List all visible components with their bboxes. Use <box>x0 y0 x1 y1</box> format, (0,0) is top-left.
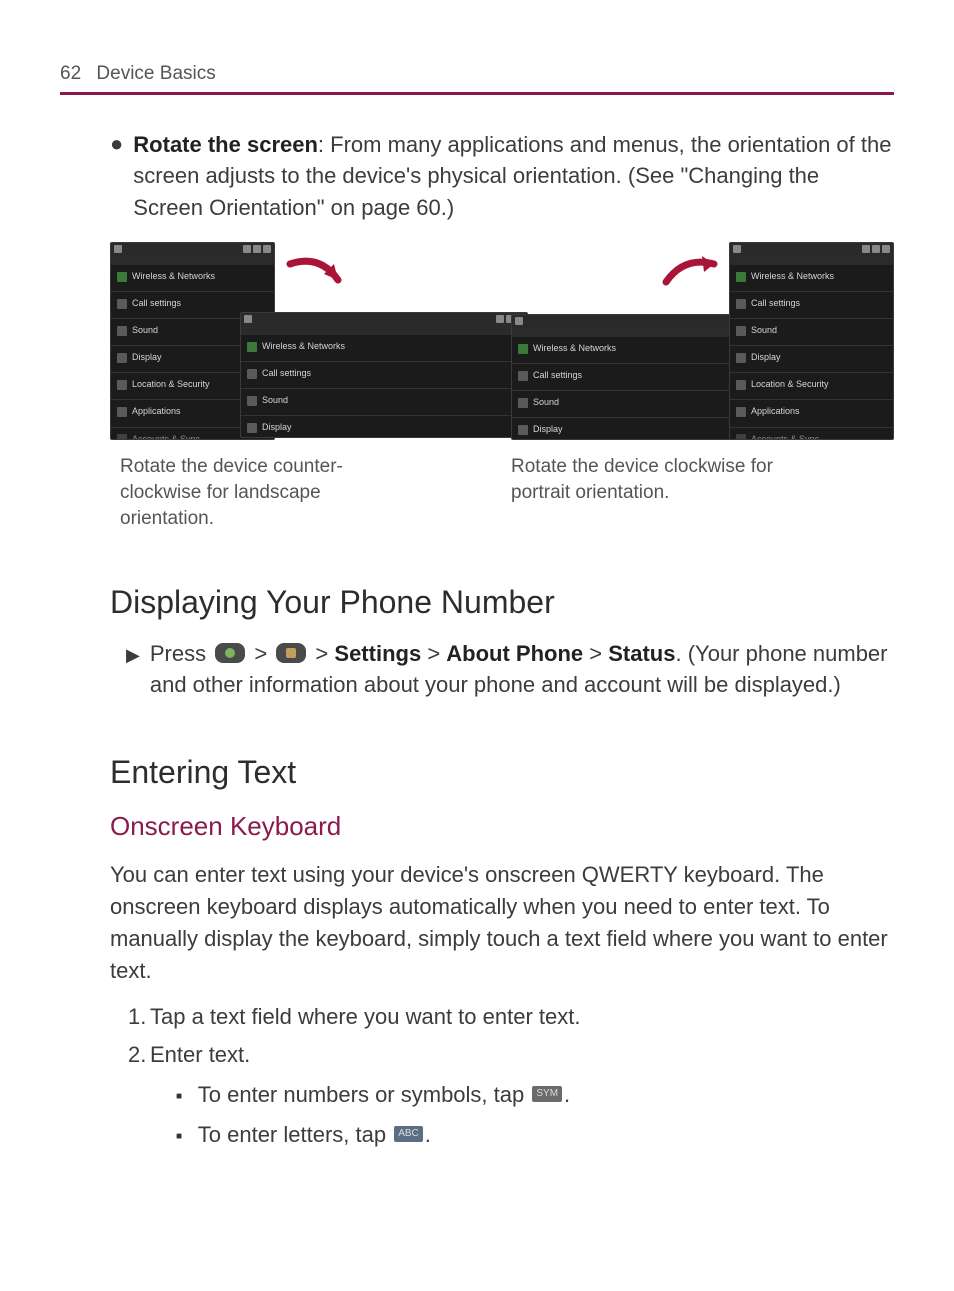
steps-list: 1.Tap a text field where you want to ent… <box>110 1001 894 1151</box>
arrow-ccw-icon <box>280 252 350 307</box>
onscreen-paragraph: You can enter text using your device's o… <box>110 859 894 987</box>
triangle-marker: ▶ <box>126 642 140 702</box>
press-prefix: Press <box>150 641 212 666</box>
arrow-cw-icon <box>654 252 724 307</box>
step-2: 2.Enter text. To enter numbers or symbol… <box>128 1039 894 1151</box>
menu-key-icon <box>276 643 306 663</box>
caption-right: Rotate the device clockwise for portrait… <box>511 454 801 505</box>
phone-landscape-left: Wireless & Networks Call settings Sound … <box>240 312 528 438</box>
page-number: 62 <box>60 63 81 84</box>
page-header: 62 Device Basics <box>60 60 894 95</box>
home-key-icon <box>215 643 245 663</box>
rotate-screen-bullet: ● Rotate the screen: From many applicati… <box>110 129 894 225</box>
sep3: > <box>427 641 446 666</box>
substep-symbols: To enter numbers or symbols, tap SYM. <box>176 1079 894 1111</box>
rotate-lead: Rotate the screen <box>133 132 318 157</box>
path-settings: Settings <box>334 641 421 666</box>
path-about: About Phone <box>446 641 583 666</box>
substeps: To enter numbers or symbols, tap SYM. To… <box>128 1079 894 1151</box>
substep-letters: To enter letters, tap ABC. <box>176 1119 894 1151</box>
orientation-figures: Wireless & Networks Call settings Sound … <box>110 242 894 531</box>
heading-onscreen-keyboard: Onscreen Keyboard <box>110 808 894 846</box>
figure-right: Wireless & Networks Call settings Sound … <box>511 242 894 442</box>
sep4: > <box>589 641 608 666</box>
caption-left: Rotate the device counter-clockwise for … <box>120 454 410 531</box>
section-title: Device Basics <box>96 63 215 84</box>
abc-key-icon: ABC <box>394 1126 423 1142</box>
phone-portrait-right: Wireless & Networks Call settings Sound … <box>729 242 894 440</box>
sep1: > <box>254 641 273 666</box>
path-status: Status <box>608 641 675 666</box>
sep2: > <box>315 641 334 666</box>
sym-key-icon: SYM <box>532 1086 562 1102</box>
heading-display-number: Displaying Your Phone Number <box>110 579 894 625</box>
step-1: 1.Tap a text field where you want to ent… <box>128 1001 894 1033</box>
bullet-dot: ● <box>110 129 123 225</box>
display-number-step: ▶ Press > > Settings > About Phone > Sta… <box>126 638 894 702</box>
heading-entering-text: Entering Text <box>110 749 894 795</box>
figure-left: Wireless & Networks Call settings Sound … <box>110 242 493 442</box>
